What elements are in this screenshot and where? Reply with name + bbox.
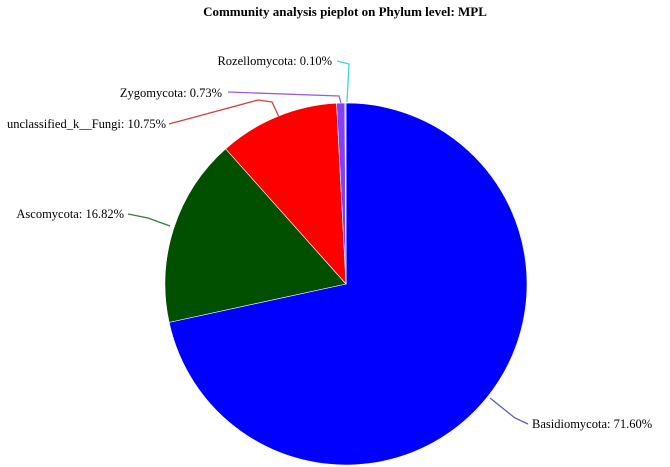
chart-title: Community analysis pieplot on Phylum lev… [203, 4, 487, 19]
leader-lines [127, 60, 529, 425]
slice-label-basidiomycota: Basidiomycota: 71.60% [532, 417, 652, 431]
slice-label-rozellomycota: Rozellomycota: 0.10% [217, 54, 332, 68]
slice-labels: Basidiomycota: 71.60% Ascomycota: 16.82% u… [7, 54, 652, 431]
pie-slices [164, 102, 528, 466]
slice-label-unclassified-k-fungi: unclassified_k__Fungi: 10.75% [7, 117, 166, 131]
pie-slice-basidiomycota [168, 102, 528, 466]
leader-line-basidiomycota [489, 397, 529, 425]
leader-line-ascomycota [127, 213, 171, 227]
pie-slice-unclassified-k-fungi [225, 102, 347, 285]
slice-label-ascomycota: Ascomycota: 16.82% [16, 207, 124, 221]
leader-line-zygomycota [227, 91, 342, 104]
slice-label-zygomycota: Zygomycota: 0.73% [120, 86, 222, 100]
pie-slice-ascomycota [164, 148, 347, 323]
leader-line-unclassified-k-fungi [168, 99, 280, 125]
pie-slice-rozellomycota [344, 102, 347, 285]
leader-line-rozellomycota [336, 60, 350, 103]
